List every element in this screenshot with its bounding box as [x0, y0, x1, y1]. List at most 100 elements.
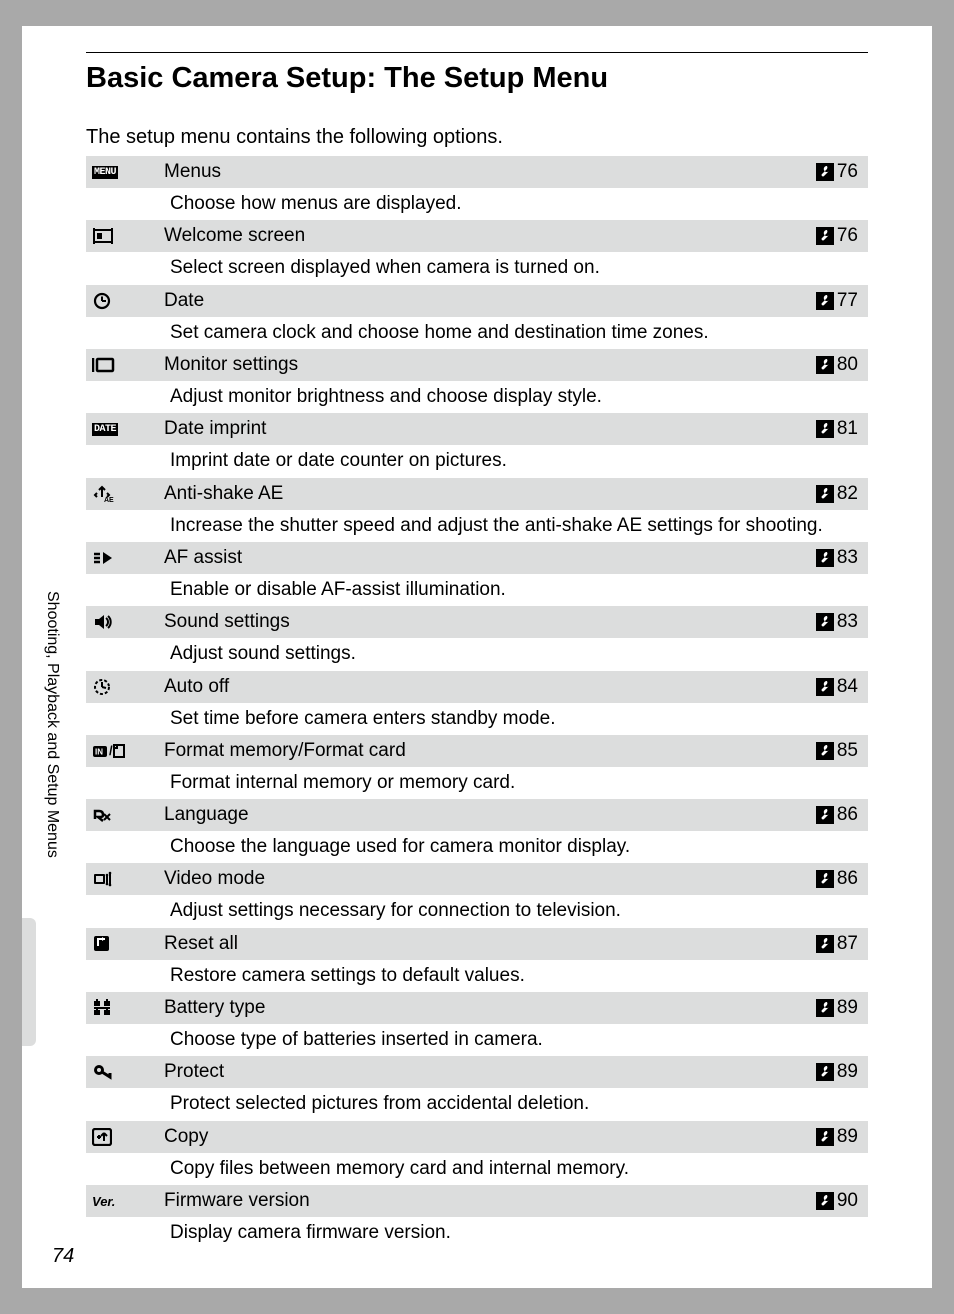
menu-item-head: MENUMenus76 — [86, 156, 868, 188]
page-reference: 87 — [816, 933, 858, 955]
autooff-icon — [86, 677, 164, 697]
monitor-icon — [86, 356, 164, 374]
intro-text: The setup menu contains the following op… — [86, 126, 503, 149]
page-ref-number: 76 — [837, 225, 858, 247]
page-reference: 82 — [816, 483, 858, 505]
afassist-icon — [86, 549, 164, 567]
page-reference: 86 — [816, 868, 858, 890]
page-reference: 89 — [816, 1126, 858, 1148]
menu-item-head: Ver.Firmware version 90 — [86, 1185, 868, 1217]
menu-item-title: Format memory/Format card — [164, 740, 816, 762]
page-reference: 89 — [816, 1061, 858, 1083]
page-ref-number: 77 — [837, 290, 858, 312]
menu-item-description: Format internal memory or memory card. — [86, 767, 868, 799]
page-reference: 83 — [816, 611, 858, 633]
language-icon — [86, 806, 164, 824]
page-number: 74 — [52, 1245, 74, 1268]
menu-item-title: Monitor settings — [164, 354, 816, 376]
menu-item-description: Select screen displayed when camera is t… — [86, 252, 868, 284]
svg-text:IN: IN — [95, 747, 103, 756]
menu-item-title: Language — [164, 804, 816, 826]
page-ref-number: 83 — [837, 547, 858, 569]
wrench-icon — [816, 870, 834, 888]
menu-item-description: Adjust settings necessary for connection… — [86, 895, 868, 927]
page-reference: 77 — [816, 290, 858, 312]
menu-item-description: Imprint date or date counter on pictures… — [86, 445, 868, 477]
page-reference: 90 — [816, 1190, 858, 1212]
menu-item-head: Monitor settings80 — [86, 349, 868, 381]
page-reference: 84 — [816, 676, 858, 698]
menu-item-description: Set camera clock and choose home and des… — [86, 317, 868, 349]
page-reference: 83 — [816, 547, 858, 569]
video-icon — [86, 870, 164, 888]
menu-item-description: Adjust sound settings. — [86, 638, 868, 670]
reset-icon — [86, 934, 164, 954]
menu-item-head: Date 77 — [86, 285, 868, 317]
menu-item-head: AF assist83 — [86, 542, 868, 574]
menu-item-description: Restore camera settings to default value… — [86, 960, 868, 992]
menu-item-head: Sound settings83 — [86, 606, 868, 638]
wrench-icon — [816, 549, 834, 567]
menu-item-title: Auto off — [164, 676, 816, 698]
menu-item-head: DATEDate imprint81 — [86, 413, 868, 445]
side-tab — [22, 918, 36, 1046]
menu-item-title: Firmware version — [164, 1190, 816, 1212]
page-ref-number: 84 — [837, 676, 858, 698]
menu-item-title: Sound settings — [164, 611, 816, 633]
wrench-icon — [816, 935, 834, 953]
menu-item-head: Video mode 86 — [86, 863, 868, 895]
menu-item-head: Language 86 — [86, 799, 868, 831]
version-icon: Ver. — [86, 1194, 164, 1209]
wrench-icon — [816, 420, 834, 438]
menu-item-head: Auto off 84 — [86, 671, 868, 703]
wrench-icon — [816, 806, 834, 824]
menu-item-head: Reset all87 — [86, 928, 868, 960]
menu-item-head: Copy 89 — [86, 1121, 868, 1153]
wrench-icon — [816, 999, 834, 1017]
wrench-icon — [816, 742, 834, 760]
svg-text:AE: AE — [104, 497, 114, 503]
menu-item-title: Welcome screen — [164, 225, 816, 247]
manual-page: Basic Camera Setup: The Setup Menu The s… — [22, 26, 932, 1288]
page-ref-number: 85 — [837, 740, 858, 762]
page-reference: 81 — [816, 418, 858, 440]
menu-item-head: AEAnti-shake AE82 — [86, 478, 868, 510]
page-ref-number: 81 — [837, 418, 858, 440]
menu-item-description: Choose the language used for camera moni… — [86, 831, 868, 863]
format-icon: IN / — [86, 742, 164, 760]
menu-item-head: IN / Format memory/Format card 85 — [86, 735, 868, 767]
wrench-icon — [816, 163, 834, 181]
page-ref-number: 86 — [837, 868, 858, 890]
side-section-label: Shooting, Playback and Setup Menus — [43, 591, 61, 858]
menu-item-title: Video mode — [164, 868, 816, 890]
page-ref-number: 82 — [837, 483, 858, 505]
page-reference: 76 — [816, 161, 858, 183]
menu-item-title: Reset all — [164, 933, 816, 955]
page-reference: 80 — [816, 354, 858, 376]
menu-item-title: Date imprint — [164, 418, 816, 440]
wrench-icon — [816, 356, 834, 374]
menu-item-title: Date — [164, 290, 816, 312]
menu-item-head: Protect89 — [86, 1056, 868, 1088]
menu-item-head: Welcome screen 76 — [86, 220, 868, 252]
menu-item-description: Enable or disable AF-assist illumination… — [86, 574, 868, 606]
menu-item-title: Protect — [164, 1061, 816, 1083]
page-ref-number: 90 — [837, 1190, 858, 1212]
wrench-icon — [816, 1128, 834, 1146]
clock-icon — [86, 292, 164, 310]
wrench-icon — [816, 485, 834, 503]
page-ref-number: 89 — [837, 997, 858, 1019]
menu-item-head: Battery type89 — [86, 992, 868, 1024]
page-reference: 89 — [816, 997, 858, 1019]
page-reference: 85 — [816, 740, 858, 762]
menu-item-title: Copy — [164, 1126, 816, 1148]
page-ref-number: 89 — [837, 1126, 858, 1148]
menu-icon: MENU — [86, 166, 164, 179]
menu-item-description: Protect selected pictures from accidenta… — [86, 1088, 868, 1120]
menu-item-description: Choose type of batteries inserted in cam… — [86, 1024, 868, 1056]
page-title: Basic Camera Setup: The Setup Menu — [86, 62, 608, 95]
battery-icon — [86, 999, 164, 1017]
setup-menu-list: MENUMenus76Choose how menus are displaye… — [86, 156, 868, 1249]
svg-text:/: / — [109, 743, 113, 758]
page-ref-number: 86 — [837, 804, 858, 826]
